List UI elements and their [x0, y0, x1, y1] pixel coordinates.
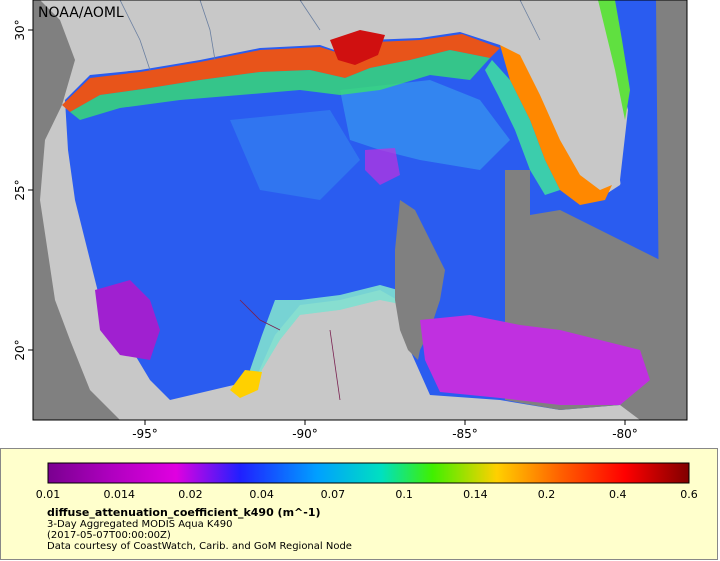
colorbar-gradient: [47, 462, 690, 484]
data-courtesy: Data courtesy of CoastWatch, Carib. and …: [47, 541, 352, 552]
colorbar-tick-label: 0.02: [178, 488, 203, 501]
mississippi-plume: [330, 30, 385, 65]
plot-frame: [32, 0, 688, 421]
colorbar-tick-label: 0.14: [463, 488, 488, 501]
lat-tick-25: 25°: [13, 179, 27, 200]
variable-name: diffuse_attenuation_coefficient_k490 (m^…: [47, 506, 321, 519]
atlantic-coastal: [598, 0, 630, 120]
map-plot-area: [33, 0, 687, 420]
shelf-green-band: [70, 50, 490, 120]
colorbar-tick-label: 0.6: [680, 488, 698, 501]
low-k490-west: [95, 280, 160, 360]
nodata-west: [33, 0, 120, 420]
lon-tick-85: -85°: [452, 427, 478, 441]
colorbar-tick-label: 0.01: [35, 488, 61, 501]
lon-tick-90: -90°: [292, 427, 318, 441]
product-name: 3-Day Aggregated MODIS Aqua K490: [47, 519, 233, 530]
axis-ticks: [28, 29, 626, 425]
yucatan-land: [262, 300, 410, 410]
colorbar-tick-label: 0.014: [103, 488, 135, 501]
rivers-and-borders: [119, 0, 541, 401]
colorbar-tick-label: 0.1: [395, 488, 413, 501]
legend-panel: 0.01 0.014 0.02 0.04 0.07 0.1 0.14 0.2 0.4 0.6 di…: [0, 448, 718, 560]
map-credit: NOAA/AOML: [38, 5, 124, 21]
lat-tick-30: 30°: [13, 19, 27, 40]
colorbar-tick-label: 0.04: [249, 488, 274, 501]
northern-shelf-bloom: [62, 34, 500, 112]
colorbar-tick-label: 0.4: [609, 488, 627, 501]
time-stamp: (2017-05-07T00:00:00Z): [47, 530, 171, 541]
lat-tick-20: 20°: [13, 339, 27, 360]
map-figure: NOAA/AOML 30° 25° 20° -95° -90° -85° -80…: [13, 0, 688, 441]
atlantic-water: [598, 0, 656, 230]
nodata-land-east: [656, 0, 687, 420]
colorbar-tick-label: 0.07: [320, 488, 346, 501]
lon-tick-80: -80°: [612, 427, 638, 441]
colorbar: [47, 462, 690, 484]
gulf-mid-water-2: [230, 110, 360, 200]
low-k490-yucatan-channel: [420, 315, 650, 405]
mexico-south-shore: [230, 370, 262, 398]
low-k490-central: [365, 148, 400, 185]
florida-shelf: [500, 45, 612, 205]
florida-shelf-green: [485, 60, 560, 195]
colorbar-tick-label: 0.2: [537, 488, 556, 501]
campeche-shelf: [250, 285, 405, 385]
gulf-mid-water: [340, 80, 510, 170]
lon-tick-95: -95°: [132, 427, 158, 441]
